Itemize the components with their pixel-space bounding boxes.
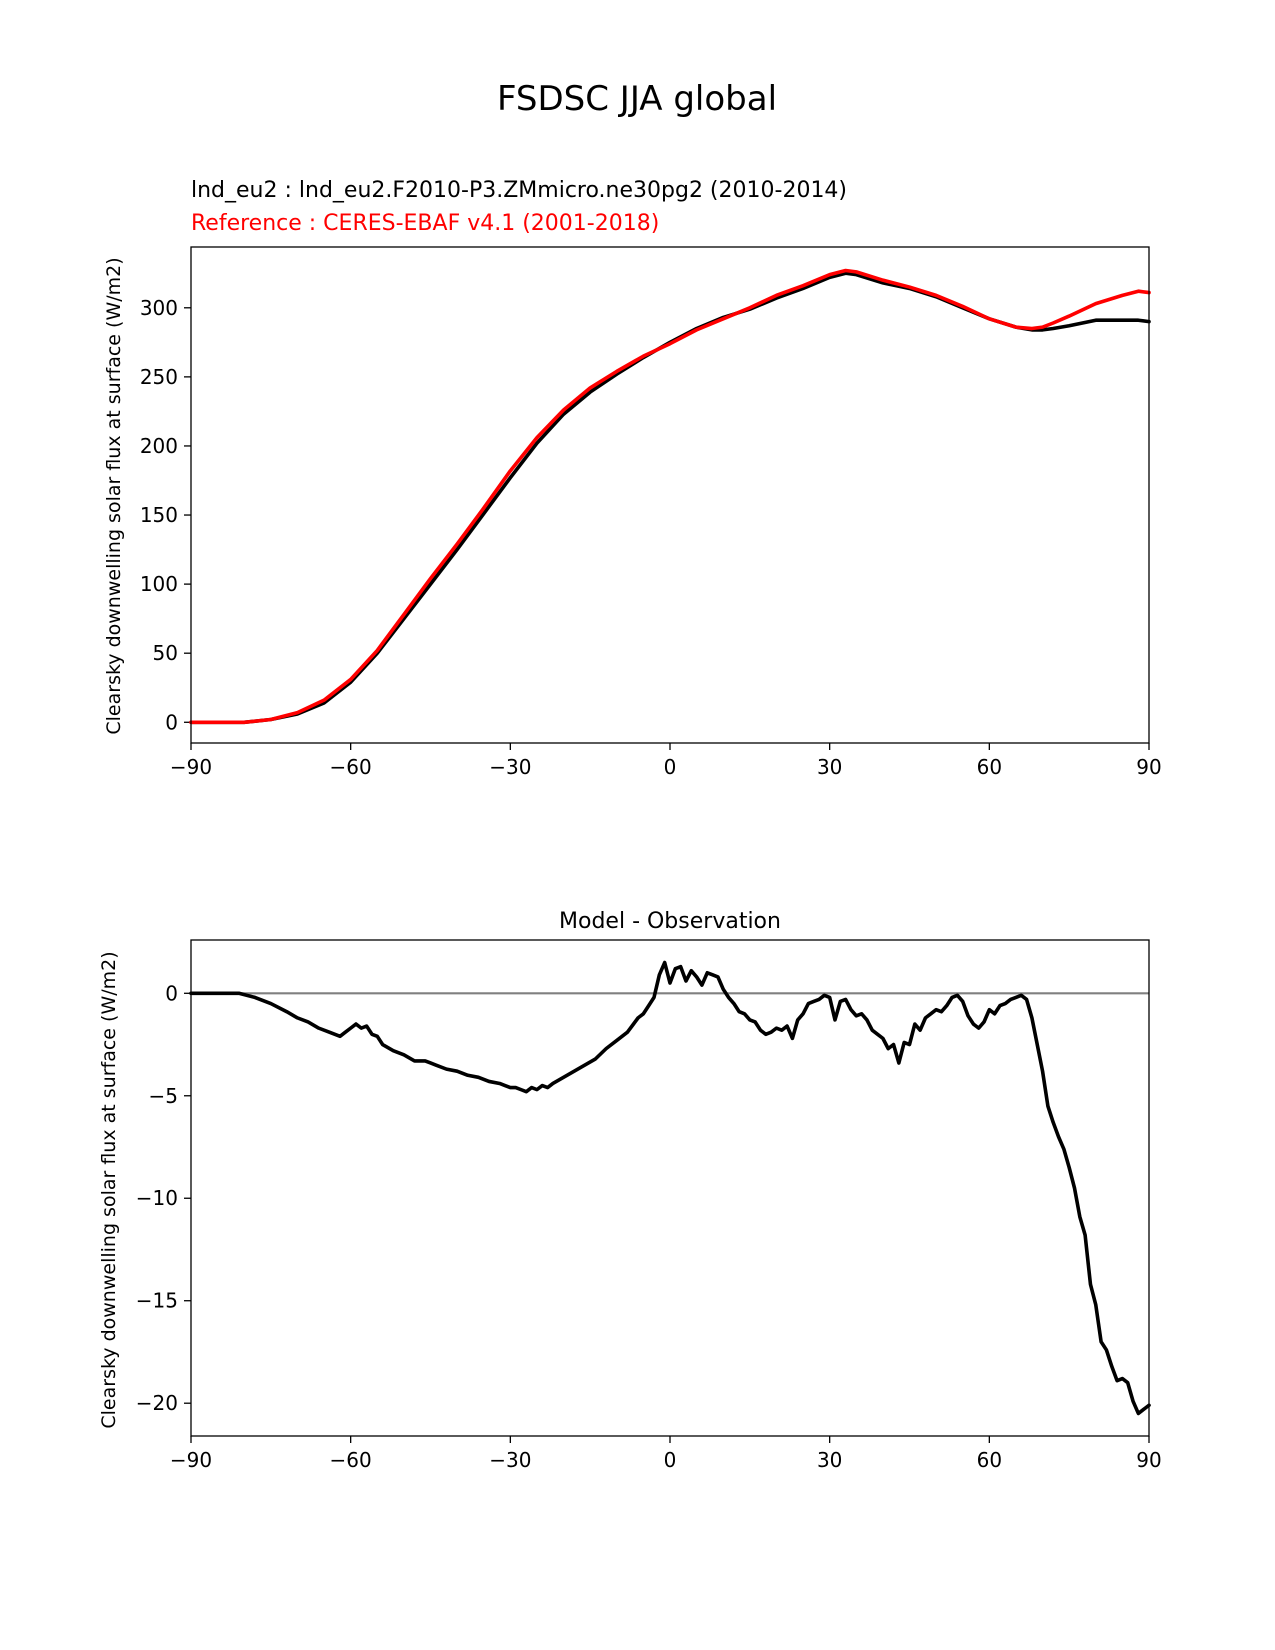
top-y-ticks: 0 50 100 150 200 250 300 [140,296,191,734]
bottom-ylabel: Clearsky downwelling solar flux at surfa… [98,951,120,1428]
bottom-x-tick-label: 0 [664,1448,677,1472]
bottom-x-tick-label: 60 [977,1448,1002,1472]
bottom-panel: Model - Observation Clearsky downwelling… [98,909,1162,1472]
top-x-ticks: −90 −60 −30 0 30 60 90 [170,743,1162,779]
bottom-y-tick-label: −15 [136,1289,178,1313]
top-x-tick-label: 0 [664,755,677,779]
bottom-series-group [189,960,1151,1416]
bottom-y-ticks: 0 −5 −10 −15 −20 [136,981,191,1415]
bottom-x-tick-label: −60 [330,1448,372,1472]
bottom-y-tick-label: −10 [136,1186,178,1210]
top-title-reference: Reference : CERES-EBAF v4.1 (2001-2018) [191,211,659,236]
top-y-tick-label: 50 [153,641,178,665]
bottom-plot-frame [190,939,1150,1437]
top-x-tick-label: 60 [977,755,1002,779]
bottom-y-tick-label: 0 [165,981,178,1005]
top-y-tick-label: 200 [140,434,178,458]
bottom-x-tick-label: 30 [817,1448,842,1472]
top-x-tick-label: 30 [817,755,842,779]
top-y-tick-label: 250 [140,365,178,389]
top-y-tick-label: 0 [165,710,178,734]
bottom-x-tick-label: −90 [170,1448,212,1472]
top-title-model: lnd_eu2 : lnd_eu2.F2010-P3.ZMmicro.ne30p… [191,178,847,203]
bottom-x-ticks: −90 −60 −30 0 30 60 90 [170,1436,1162,1472]
top-y-tick-label: 100 [140,572,178,596]
top-x-tick-label: −90 [170,755,212,779]
top-x-tick-label: 90 [1136,755,1161,779]
top-y-tick-label: 300 [140,296,178,320]
figure-suptitle: FSDSC JJA global [497,79,777,119]
top-panel: lnd_eu2 : lnd_eu2.F2010-P3.ZMmicro.ne30p… [103,178,1162,779]
bottom-y-tick-label: −5 [149,1084,178,1108]
top-plot-frame [190,246,1150,744]
top-x-tick-label: −30 [489,755,531,779]
bottom-title: Model - Observation [559,909,781,934]
top-x-tick-label: −60 [330,755,372,779]
top-series-line-1 [189,268,1151,725]
bottom-x-tick-label: 90 [1136,1448,1161,1472]
bottom-y-tick-label: −20 [136,1391,178,1415]
top-series-group [189,268,1151,725]
bottom-x-tick-label: −30 [489,1448,531,1472]
top-ylabel: Clearsky downwelling solar flux at surfa… [103,257,125,734]
top-y-tick-label: 150 [140,503,178,527]
bottom-series-line-0 [189,960,1151,1416]
